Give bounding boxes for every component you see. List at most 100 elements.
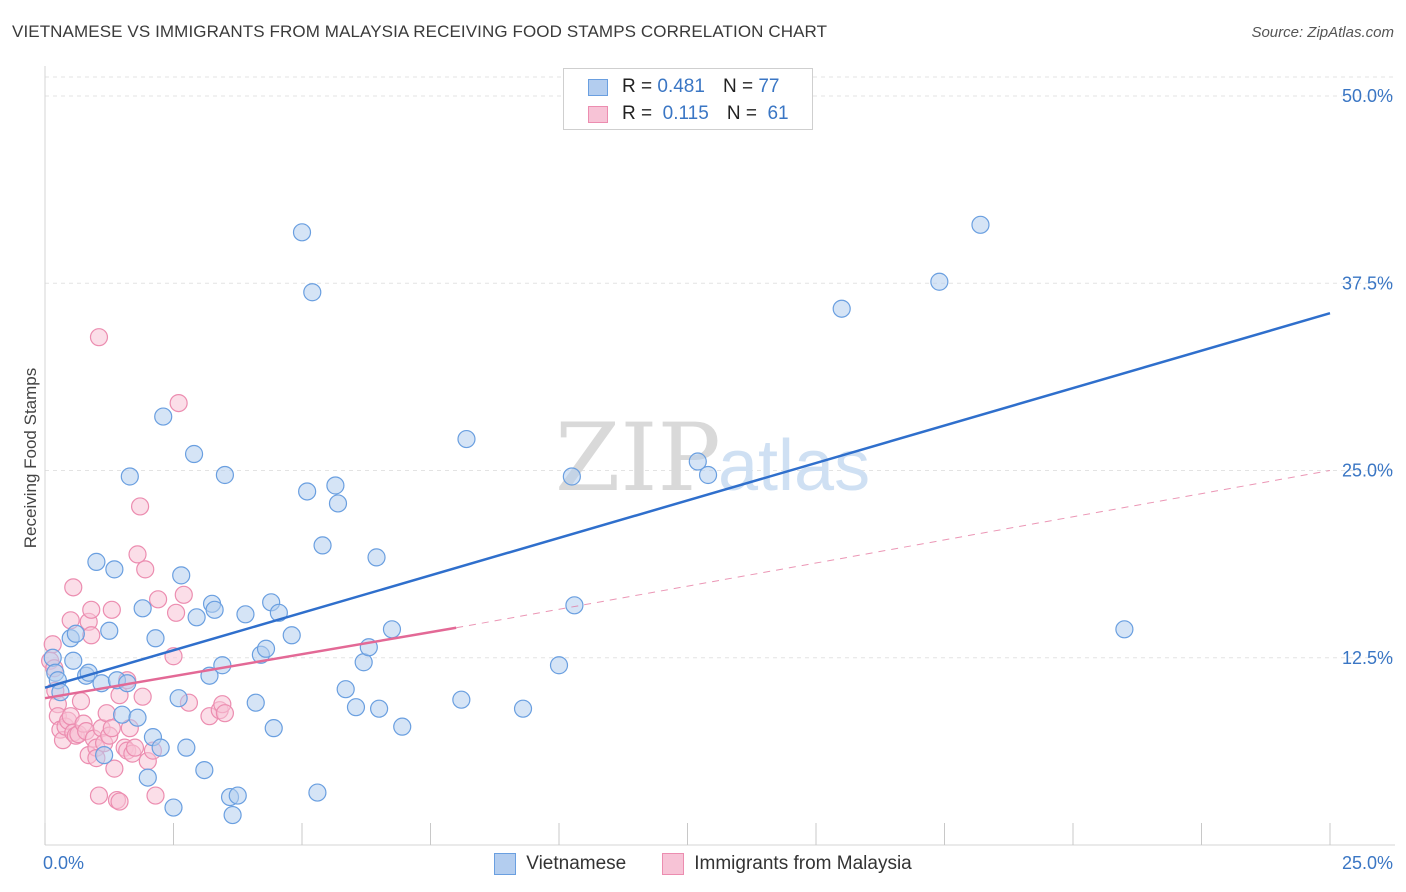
point-vietnamese-66 xyxy=(549,656,569,675)
point-malaysia-51 xyxy=(148,590,168,609)
point-vietnamese-34 xyxy=(205,600,224,619)
point-vietnamese-74 xyxy=(1115,620,1134,639)
point-vietnamese-54 xyxy=(328,494,348,513)
trend-line-vietnamese xyxy=(44,312,1331,689)
point-vietnamese-41 xyxy=(246,693,265,712)
source-label: Source: ZipAtlas.com xyxy=(1251,24,1394,41)
swatch-malaysia xyxy=(588,105,608,123)
n-label: N = xyxy=(722,76,754,97)
trend-line-malaysia xyxy=(44,626,457,700)
point-vietnamese-67 xyxy=(562,467,581,486)
point-malaysia-54 xyxy=(169,393,188,413)
point-vietnamese-30 xyxy=(187,608,206,627)
point-malaysia-22 xyxy=(82,626,101,645)
point-vietnamese-47 xyxy=(282,626,301,645)
point-vietnamese-5 xyxy=(64,651,83,670)
point-malaysia-21 xyxy=(82,600,101,619)
legend-label-vietnamese: Vietnamese xyxy=(526,853,627,874)
point-vietnamese-23 xyxy=(151,738,170,757)
y-axis-label: Receiving Food Stamps xyxy=(21,368,40,548)
point-vietnamese-24 xyxy=(154,407,173,426)
point-vietnamese-55 xyxy=(336,680,355,699)
point-vietnamese-72 xyxy=(930,272,949,291)
y-tick-label-3: 50.0% xyxy=(1342,86,1393,106)
point-vietnamese-65 xyxy=(513,699,533,718)
point-vietnamese-36 xyxy=(215,465,234,485)
point-vietnamese-19 xyxy=(133,599,152,618)
point-vietnamese-51 xyxy=(308,783,327,802)
point-vietnamese-70 xyxy=(698,465,718,485)
point-vietnamese-35 xyxy=(213,656,232,675)
point-vietnamese-25 xyxy=(164,798,183,817)
r-value-malaysia: 0.115 xyxy=(662,103,709,124)
legend-label-malaysia: Immigrants from Malaysia xyxy=(694,853,912,874)
point-vietnamese-59 xyxy=(367,548,386,567)
point-vietnamese-68 xyxy=(565,596,584,615)
swatch-vietnamese xyxy=(588,78,608,96)
n-label: N = xyxy=(726,103,757,124)
point-vietnamese-48 xyxy=(292,223,312,242)
point-vietnamese-73 xyxy=(971,215,990,234)
legend-swatch-malaysia xyxy=(662,853,685,875)
point-malaysia-60 xyxy=(215,704,234,723)
point-vietnamese-56 xyxy=(346,698,366,717)
point-malaysia-43 xyxy=(125,738,145,757)
y-tick-label-1: 25.0% xyxy=(1342,461,1393,481)
legend-item-malaysia[interactable]: Immigrants from Malaysia xyxy=(662,853,912,875)
trend-extension-malaysia xyxy=(456,470,1331,629)
point-malaysia-55 xyxy=(174,585,193,604)
point-malaysia-50 xyxy=(146,786,165,805)
point-vietnamese-60 xyxy=(370,699,389,718)
point-vietnamese-69 xyxy=(688,452,707,471)
legend-item-vietnamese[interactable]: Vietnamese xyxy=(494,853,626,875)
r-value-vietnamese: 0.481 xyxy=(657,76,705,97)
point-vietnamese-15 xyxy=(112,705,132,724)
tick-labels: 12.5% 25.0% 37.5% 50.0% 0.0% 25.0% xyxy=(43,86,1393,873)
point-vietnamese-38 xyxy=(223,805,242,825)
n-value-vietnamese: 77 xyxy=(758,76,780,97)
point-vietnamese-64 xyxy=(457,429,476,449)
point-malaysia-47 xyxy=(136,560,155,579)
point-malaysia-53 xyxy=(166,603,186,622)
point-vietnamese-61 xyxy=(382,620,402,639)
point-vietnamese-12 xyxy=(100,621,119,640)
point-malaysia-34 xyxy=(105,759,124,778)
legend-swatch-vietnamese xyxy=(494,853,517,875)
point-vietnamese-43 xyxy=(256,639,276,658)
stats-row-malaysia: R = 0.115 N = 61 xyxy=(588,102,789,126)
x-tick-label-0: 0.0% xyxy=(43,853,84,873)
point-vietnamese-50 xyxy=(303,283,322,302)
point-vietnamese-29 xyxy=(184,444,204,464)
point-vietnamese-3 xyxy=(51,683,70,702)
point-vietnamese-13 xyxy=(105,560,124,579)
point-vietnamese-63 xyxy=(452,690,471,709)
point-vietnamese-9 xyxy=(87,552,106,571)
series-legend: Vietnamese Immigrants from Malaysia xyxy=(0,852,1406,876)
point-vietnamese-0 xyxy=(43,648,62,667)
stats-row-vietnamese: R = 0.481 N = 77 xyxy=(588,75,779,99)
point-vietnamese-17 xyxy=(120,467,139,486)
watermark-atlas: atlas xyxy=(718,426,870,506)
chart-title: VIETNAMESE VS IMMIGRANTS FROM MALAYSIA R… xyxy=(12,22,828,41)
point-vietnamese-22 xyxy=(146,629,165,648)
point-malaysia-36 xyxy=(110,792,129,811)
point-vietnamese-45 xyxy=(264,719,283,738)
watermark: ZIP atlas xyxy=(555,404,870,513)
r-label: R = xyxy=(622,76,653,97)
y-tick-label-2: 37.5% xyxy=(1342,273,1393,293)
point-vietnamese-11 xyxy=(95,746,114,765)
point-vietnamese-62 xyxy=(393,717,412,736)
y-tick-label-0: 12.5% xyxy=(1342,648,1393,668)
point-malaysia-44 xyxy=(128,545,147,564)
point-vietnamese-18 xyxy=(128,708,147,727)
n-value-malaysia: 61 xyxy=(767,103,789,124)
axes xyxy=(44,66,1395,846)
grid xyxy=(45,76,1395,659)
point-vietnamese-20 xyxy=(138,768,157,787)
point-vietnamese-31 xyxy=(195,760,214,780)
point-vietnamese-27 xyxy=(172,566,191,585)
point-malaysia-27 xyxy=(89,328,109,347)
point-vietnamese-52 xyxy=(313,536,332,555)
point-malaysia-45 xyxy=(130,497,150,516)
